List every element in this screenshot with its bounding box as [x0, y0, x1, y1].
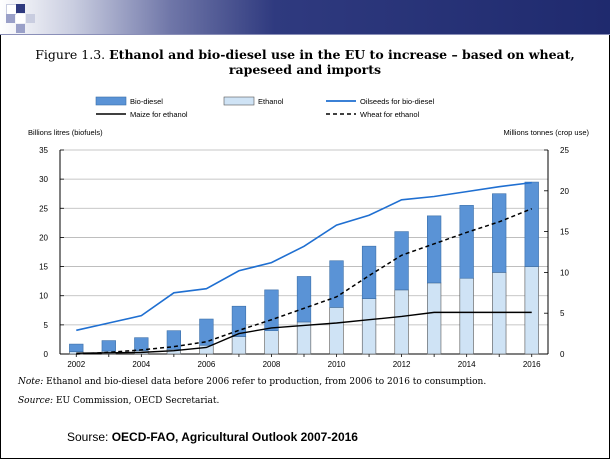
x-tick-label: 2004: [132, 360, 150, 369]
left-axis-tick-label: 10: [39, 292, 48, 301]
right-axis-tick-label: 20: [560, 187, 569, 196]
banner-rule: [0, 34, 610, 35]
bar-biodiesel: [264, 289, 279, 331]
bar-biodiesel: [459, 205, 474, 279]
footer-source-prefix: Sourse:: [67, 430, 112, 444]
note-label: Note:: [18, 377, 44, 387]
decorative-squares: [6, 4, 36, 34]
left-axis-tick-label: 5: [44, 321, 49, 330]
right-axis-tick-label: 15: [560, 228, 569, 237]
x-tick-label: 2002: [67, 360, 85, 369]
x-tick-label: 2014: [458, 360, 476, 369]
left-axis-tick-label: 15: [39, 263, 48, 272]
bar-ethanol: [427, 282, 442, 355]
left-axis-label: Billions litres (biofuels): [28, 128, 103, 137]
bar-ethanol: [459, 277, 474, 355]
source-note-line: Source: EU Commission, OECD Secretariat.: [18, 396, 219, 406]
bar-biodiesel: [296, 276, 312, 323]
bar-biodiesel: [492, 193, 507, 273]
bar-ethanol: [296, 321, 312, 355]
line-oilseeds: [76, 181, 532, 332]
left-axis-tick-label: 30: [39, 175, 48, 184]
left-axis-tick-label: 25: [39, 204, 48, 213]
legend-wheat-label: Wheat for ethanol: [360, 110, 420, 119]
line-wheat: [76, 208, 533, 355]
figure-title-text: Ethanol and bio-diesel use in the EU to …: [109, 47, 575, 77]
figure-title: Figure 1.3. Ethanol and bio-diesel use i…: [20, 47, 590, 77]
bar-ethanol: [231, 336, 247, 355]
left-axis-tick-label: 20: [39, 233, 48, 242]
right-axis-label: Millions tonnes (crop use): [504, 128, 590, 137]
x-tick-label: 2016: [523, 360, 541, 369]
footer-source: Sourse: OECD-FAO, Agricultural Outlook 2…: [67, 430, 358, 444]
legend-biodiesel-label: Bio-diesel: [130, 97, 163, 106]
x-tick-label: 2008: [263, 360, 281, 369]
bar-ethanol: [329, 307, 344, 355]
line-maize: [76, 311, 532, 354]
legend-biodiesel-swatch: [95, 96, 127, 106]
legend-ethanol-swatch: [223, 96, 255, 106]
x-tick-label: 2006: [198, 360, 216, 369]
x-tick-label: 2010: [328, 360, 346, 369]
bar-biodiesel: [101, 340, 116, 352]
x-tick-label: 2012: [393, 360, 411, 369]
note-line: Note: Ethanol and bio-diesel data before…: [18, 377, 486, 387]
right-axis-tick-label: 25: [560, 146, 569, 155]
legend-oilseeds-label: Oilseeds for bio-diesel: [360, 97, 435, 106]
bar-ethanol: [199, 344, 214, 355]
right-axis-tick-label: 0: [560, 350, 565, 359]
bar-biodiesel: [361, 245, 377, 299]
right-axis-tick-label: 10: [560, 268, 569, 277]
bar-ethanol: [394, 289, 409, 355]
bar-ethanol: [524, 266, 539, 355]
left-axis-tick-label: 35: [39, 146, 48, 155]
bar-biodiesel: [166, 330, 181, 350]
top-banner: [0, 0, 610, 34]
legend-maize-label: Maize for ethanol: [130, 110, 188, 119]
bar-biodiesel: [524, 181, 539, 267]
bar-ethanol: [361, 298, 377, 355]
bar-biodiesel: [134, 337, 149, 351]
footer-source-bold: OECD-FAO, Agricultural Outlook 2007-2016: [111, 430, 358, 444]
bar-biodiesel: [231, 305, 247, 337]
source-note-label: Source:: [18, 396, 54, 406]
bar-biodiesel: [329, 260, 344, 308]
left-axis-tick-label: 0: [44, 350, 49, 359]
legend-ethanol-label: Ethanol: [258, 97, 284, 106]
source-note-text: EU Commission, OECD Secretariat.: [55, 396, 220, 406]
bar-biodiesel: [394, 231, 409, 291]
bar-ethanol: [492, 272, 507, 355]
bar-biodiesel: [199, 318, 214, 346]
note-text: Ethanol and bio-diesel data before 2006 …: [46, 377, 487, 387]
figure-label: Figure 1.3.: [35, 47, 106, 62]
bar-ethanol: [264, 330, 279, 355]
bar-biodiesel: [69, 343, 84, 352]
right-axis-tick-label: 5: [560, 309, 565, 318]
bar-biodiesel: [427, 215, 442, 284]
